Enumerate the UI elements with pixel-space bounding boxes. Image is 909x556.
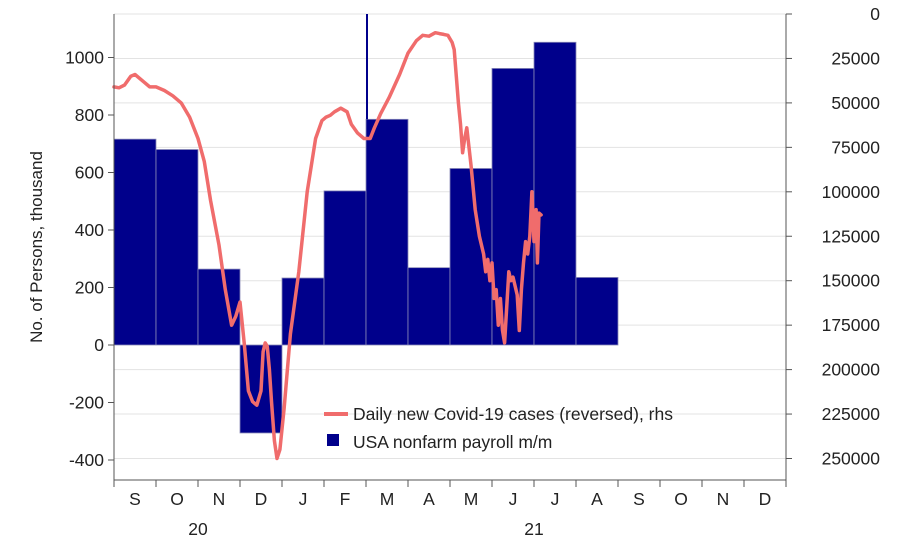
right-tick-label: 150000 xyxy=(822,271,881,291)
payroll-bar xyxy=(281,277,325,346)
left-tick-label: 800 xyxy=(75,105,104,125)
left-tick-label: 200 xyxy=(75,278,104,298)
legend-label-covid: Daily new Covid-19 cases (reversed), rhs xyxy=(353,404,673,424)
x-month-label: J xyxy=(551,489,560,509)
legend: Daily new Covid-19 cases (reversed), rhs… xyxy=(324,404,673,452)
right-tick-label: 75000 xyxy=(831,137,880,157)
payroll-bar xyxy=(407,267,451,346)
x-month-label: N xyxy=(213,489,226,509)
right-tick-label: 250000 xyxy=(822,449,881,469)
payroll-bars xyxy=(113,41,619,434)
legend-label-payroll: USA nonfarm payroll m/m xyxy=(353,432,552,452)
x-month-label: S xyxy=(129,489,141,509)
x-month-label: M xyxy=(380,489,395,509)
payroll-bar xyxy=(323,190,367,346)
left-tick-label: 1000 xyxy=(65,48,104,68)
x-month-label: M xyxy=(464,489,479,509)
right-tick-label: 225000 xyxy=(822,404,881,424)
legend-swatch-payroll-bar xyxy=(327,434,339,446)
covid-line-path xyxy=(112,30,543,461)
x-month-label: S xyxy=(633,489,645,509)
x-month-label: A xyxy=(591,489,603,509)
left-tick-label: 600 xyxy=(75,163,104,183)
x-month-label: D xyxy=(255,489,268,509)
payroll-bar xyxy=(533,41,577,346)
right-tick-label: 125000 xyxy=(822,226,881,246)
x-month-label: O xyxy=(170,489,184,509)
x-month-label: N xyxy=(717,489,730,509)
x-month-label: J xyxy=(299,489,308,509)
right-tick-label: 50000 xyxy=(831,93,880,113)
x-month-label: O xyxy=(674,489,688,509)
left-tick-label: 0 xyxy=(94,335,104,355)
right-tick-label: 0 xyxy=(870,4,880,24)
left-tick-label: -200 xyxy=(69,393,104,413)
payroll-bar xyxy=(449,168,493,346)
x-year-label: 21 xyxy=(524,519,543,539)
right-tick-label: 25000 xyxy=(831,48,880,68)
x-month-label: F xyxy=(340,489,351,509)
right-tick-label: 100000 xyxy=(822,182,881,202)
right-tick-label: 175000 xyxy=(822,315,881,335)
x-month-label: A xyxy=(423,489,435,509)
payroll-bar xyxy=(365,118,409,346)
left-axis-title: No. of Persons, thousand xyxy=(27,151,46,343)
left-tick-label: -400 xyxy=(69,450,104,470)
payroll-bar xyxy=(113,138,157,346)
left-tick-label: 400 xyxy=(75,220,104,240)
payroll-bar xyxy=(575,277,619,346)
covid-cases-line xyxy=(112,30,543,461)
payroll-bar xyxy=(197,268,241,346)
x-month-label: J xyxy=(509,489,518,509)
axes: -400 -200 0 200 400 600 800 1000 0 25000 50000 7500… xyxy=(65,4,880,539)
right-tick-label: 200000 xyxy=(822,360,881,380)
x-month-label: D xyxy=(759,489,772,509)
payroll-bar xyxy=(155,149,199,346)
x-year-label: 20 xyxy=(188,519,208,539)
